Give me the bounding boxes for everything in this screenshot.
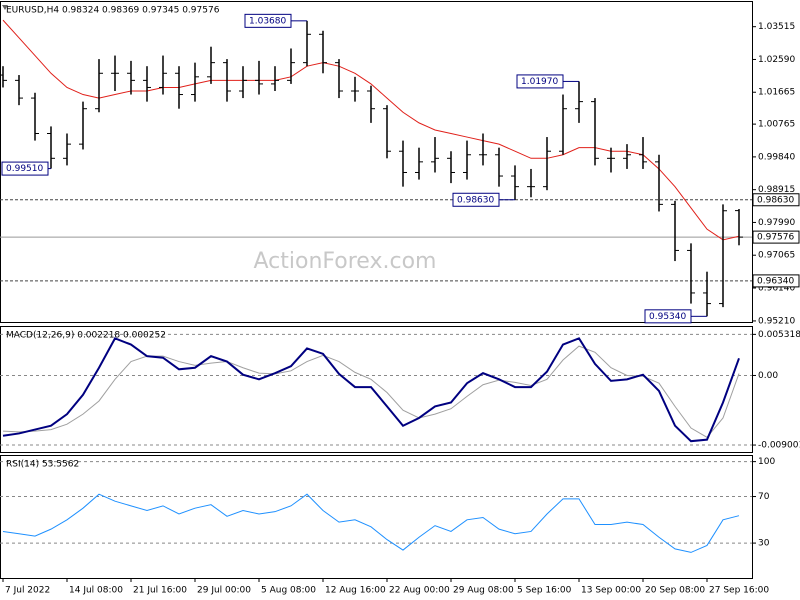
x-tick-label: 7 Jul 2022: [5, 586, 50, 596]
x-tick-label: 21 Jul 16:00: [133, 586, 187, 596]
annotation-box: [644, 309, 692, 324]
y-tick-label: 1.02590: [758, 55, 795, 65]
y-tick-label: 0.97990: [758, 218, 795, 228]
panel-frame: [0, 326, 753, 453]
level-label: 0.98630: [757, 195, 794, 205]
x-tick-label: 5 Sep 16:00: [517, 586, 572, 596]
panel-title: MACD(12,26,9) 0.002218 0.000252: [6, 331, 166, 341]
panel-title: EURUSD,H4 0.98324 0.98369 0.97345 0.9757…: [6, 6, 220, 16]
y-tick-label: 0.00: [758, 371, 778, 381]
annotation-label: 0.95340: [649, 312, 686, 322]
x-tick-label: 29 Aug 08:00: [453, 586, 514, 596]
x-tick-label: 14 Jul 08:00: [69, 586, 123, 596]
x-tick-label: 27 Sep 16:00: [709, 586, 769, 596]
y-tick-label: 100: [758, 457, 775, 467]
level-tag: [752, 193, 800, 207]
annotation-box: [452, 192, 500, 207]
annotation-label: 1.01970: [521, 77, 558, 87]
series-line: [2, 337, 740, 443]
x-tick-label: 13 Sep 00:00: [581, 586, 641, 596]
x-tick-label: 20 Sep 08:00: [645, 586, 705, 596]
y-tick-label: 0.96140: [758, 283, 795, 293]
last-price-tag: [752, 230, 800, 244]
watermark: ActionForex.com: [254, 249, 437, 274]
symbol-icon: [2, 5, 8, 10]
series-line: [2, 19, 740, 241]
x-tick-label: 12 Aug 16:00: [325, 586, 386, 596]
y-tick-label: 0.99840: [758, 152, 795, 162]
y-tick-label: 1.00765: [758, 120, 795, 130]
x-tick-label: 22 Aug 00:00: [389, 586, 450, 596]
panel-title: RSI(14) 53.5562: [6, 460, 79, 470]
panel-frame: [0, 455, 753, 579]
x-tick-label: 29 Jul 00:00: [197, 586, 251, 596]
annotation-box: [516, 74, 564, 89]
level-label: 0.96340: [757, 276, 794, 286]
panel-frame: [0, 1, 753, 323]
y-tick-label: 1.03515: [758, 22, 795, 32]
level-tag: [752, 274, 800, 288]
x-tick-label: 5 Aug 08:00: [261, 586, 316, 596]
annotation-label: 0.98630: [457, 195, 494, 205]
y-tick-label: -0.009001: [758, 441, 800, 451]
annotation-box: [1, 161, 49, 176]
y-tick-label: 0.005318: [758, 330, 800, 340]
y-tick-label: 30: [758, 539, 770, 549]
y-tick-label: 1.01665: [758, 88, 795, 98]
series-line: [2, 345, 740, 438]
y-tick-label: 0.97065: [758, 251, 795, 261]
annotation-label: 0.99510: [6, 164, 43, 174]
y-tick-label: 70: [758, 492, 770, 502]
y-tick-label: 0.98915: [758, 185, 795, 195]
series-line: [2, 493, 740, 553]
last-price-label: 0.97576: [757, 233, 794, 243]
annotation-box: [244, 13, 292, 28]
annotation-label: 1.03680: [249, 16, 286, 26]
y-tick-label: 0.95210: [758, 316, 795, 326]
